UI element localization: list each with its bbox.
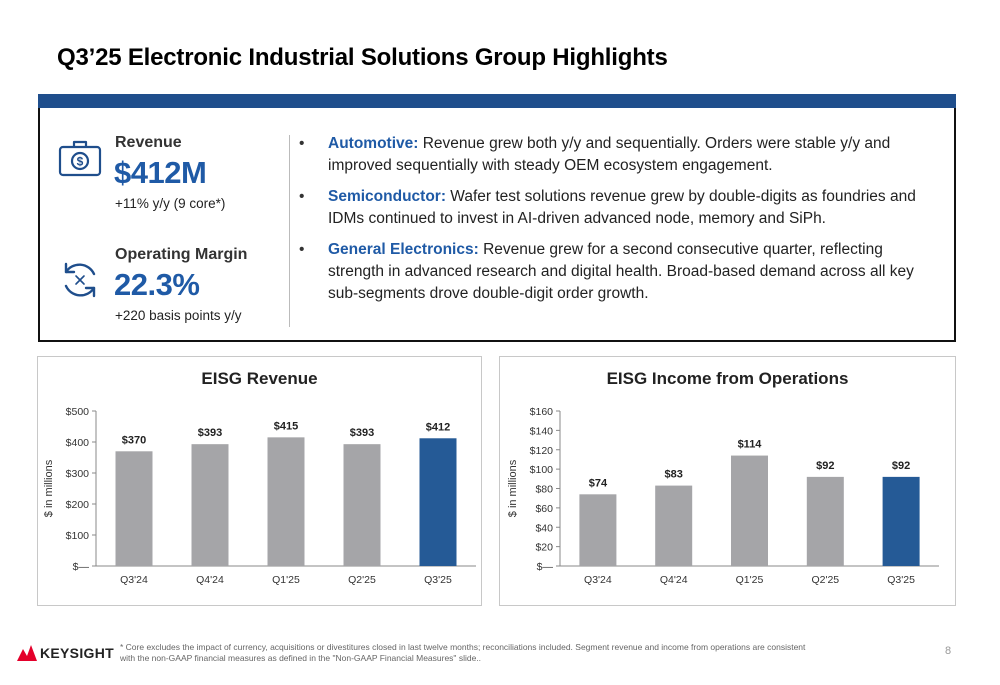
chart-title: EISG Revenue [201, 369, 318, 388]
y-tick-label: $200 [66, 499, 90, 511]
footnote: * Core excludes the impact of currency, … [120, 642, 806, 663]
operating-margin-change: +220 basis points y/y [115, 308, 242, 323]
header-band [38, 94, 956, 108]
money-bag-icon: $ [58, 140, 102, 177]
revenue-label: Revenue [115, 134, 182, 151]
y-tick-label: $20 [535, 542, 553, 554]
x-tick-label: Q4'24 [660, 574, 688, 586]
bar [419, 438, 457, 566]
bar [731, 455, 768, 566]
bar [191, 444, 229, 566]
y-tick-label: $160 [530, 406, 554, 418]
x-tick-label: Q4'24 [196, 574, 224, 586]
bullet-dot: • [299, 188, 305, 205]
y-tick-label: $120 [530, 445, 554, 457]
bullet-text: Wafer test solutions revenue grew by dou… [328, 188, 916, 227]
bar [882, 476, 920, 566]
data-label: $415 [274, 420, 298, 432]
bullet-label: Automotive: [328, 135, 419, 152]
y-tick-label: $— [537, 561, 554, 573]
revenue-chart: $ in millions $— $100 $200 $300 $400 $500 $370 Q… [43, 406, 476, 586]
cycle-arrows-icon [64, 262, 96, 298]
data-label: $412 [426, 421, 450, 433]
data-label: $92 [816, 460, 834, 472]
bar [343, 444, 381, 566]
x-tick-label: Q1'25 [736, 574, 764, 586]
kpi-divider [289, 135, 290, 327]
revenue-value: $412M [114, 155, 207, 190]
income-chart-panel: EISG Income from Operations $ in million… [499, 356, 956, 606]
data-label: $92 [892, 460, 910, 472]
bullet-automotive: • Automotive: Revenue grew both y/y and … [299, 133, 939, 177]
bar [655, 485, 693, 566]
chart-title: EISG Income from Operations [606, 369, 849, 388]
bullet-general-electronics: • General Electronics: Revenue grew for … [299, 239, 939, 305]
x-tick-label: Q3'24 [584, 574, 612, 586]
bullet-semiconductor: • Semiconductor: Wafer test solutions re… [299, 186, 939, 230]
bullet-text: Revenue grew both y/y and sequentially. … [328, 135, 891, 174]
bullet-label: Semiconductor: [328, 188, 446, 205]
bullet-text: Revenue grew for a second consecutive qu… [328, 241, 914, 302]
income-chart: $ in millions $— $20 $40 $60 $80 $100 $120 $140 $… [507, 406, 939, 586]
bar [115, 451, 153, 566]
highlight-bullets: • Automotive: Revenue grew both y/y and … [299, 133, 939, 314]
operating-margin-label: Operating Margin [115, 246, 248, 263]
y-tick-label: $300 [66, 468, 90, 480]
data-label: $74 [589, 477, 608, 489]
x-tick-label: Q3'24 [120, 574, 148, 586]
bar [267, 437, 305, 566]
data-label: $370 [122, 434, 146, 446]
y-tick-label: $— [73, 561, 90, 573]
y-tick-label: $400 [66, 437, 90, 449]
y-axis-label: $ in millions [43, 459, 55, 517]
x-tick-label: Q3'25 [424, 574, 452, 586]
revenue-growth: +11% y/y (9 core*) [115, 196, 226, 211]
x-tick-label: Q1'25 [272, 574, 300, 586]
svg-text:$: $ [77, 155, 84, 169]
revenue-chart-panel: EISG Revenue $ in millions $— $100 $200 $300… [37, 356, 482, 606]
data-label: $393 [198, 427, 222, 439]
x-tick-label: Q3'25 [887, 574, 915, 586]
keysight-logo: KEYSIGHT [17, 645, 114, 661]
bullet-dot: • [299, 135, 305, 152]
y-tick-label: $80 [535, 484, 553, 496]
logo-text: KEYSIGHT [40, 645, 114, 661]
page-number: 8 [945, 645, 952, 657]
bullet-label: General Electronics: [328, 241, 479, 258]
operating-margin-value: 22.3% [114, 267, 200, 302]
y-tick-label: $60 [535, 503, 553, 515]
data-label: $114 [738, 439, 763, 451]
keysight-wave-icon [17, 645, 37, 661]
y-axis-label: $ in millions [507, 459, 519, 517]
y-tick-label: $140 [530, 425, 554, 437]
bar [806, 476, 844, 566]
bullet-dot: • [299, 241, 305, 258]
highlights-box [38, 108, 956, 342]
page-title: Q3’25 Electronic Industrial Solutions Gr… [57, 44, 668, 71]
data-label: $393 [350, 427, 374, 439]
bar [579, 494, 617, 566]
y-tick-label: $500 [66, 406, 90, 418]
y-tick-label: $100 [66, 530, 90, 542]
y-tick-label: $100 [530, 464, 554, 476]
data-label: $83 [665, 469, 683, 481]
y-tick-label: $40 [535, 522, 553, 534]
x-tick-label: Q2'25 [811, 574, 839, 586]
x-tick-label: Q2'25 [348, 574, 376, 586]
